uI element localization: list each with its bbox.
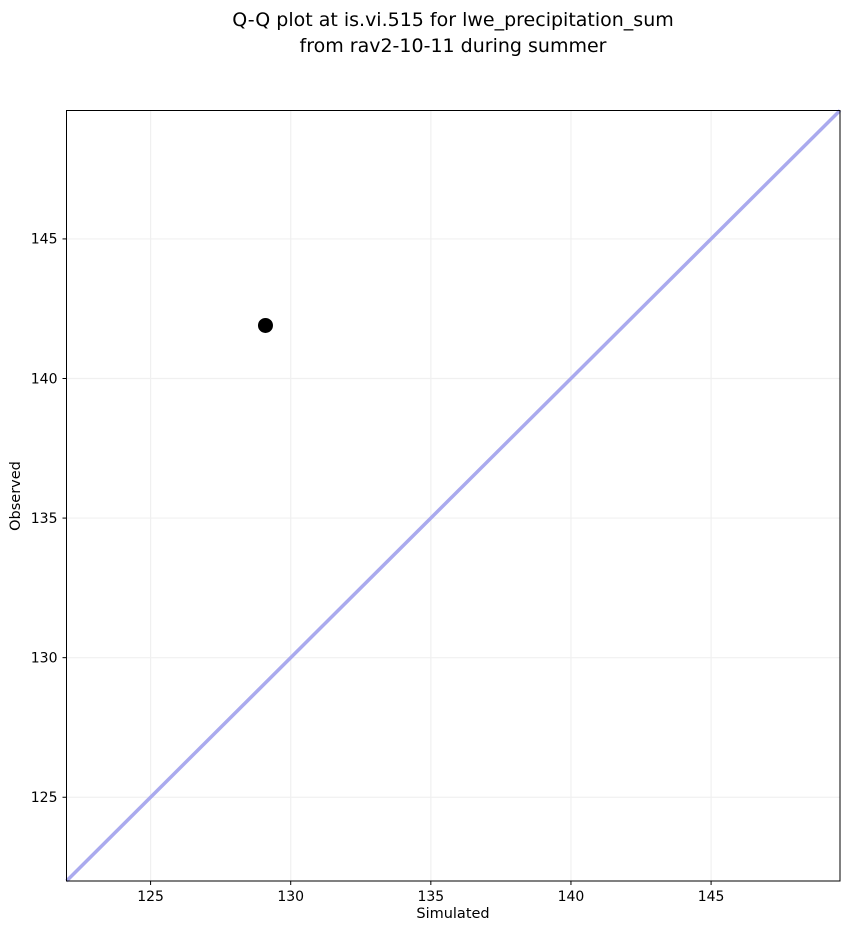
chart-title: Q-Q plot at is.vi.515 for lwe_precipitat… — [103, 7, 803, 59]
plot-frame — [66, 110, 841, 882]
chart-title-line2: from rav2-10-11 during summer — [299, 35, 607, 57]
y-tick-label: 125 — [31, 790, 58, 806]
y-tick-label: 145 — [31, 232, 58, 248]
data-point — [257, 317, 273, 333]
y-axis-label: Observed — [8, 461, 24, 531]
x-tick-label: 145 — [698, 889, 725, 905]
reference-line — [65, 109, 842, 883]
x-axis-label: Simulated — [416, 906, 490, 922]
y-tick-label: 140 — [31, 371, 58, 387]
x-tick-label: 140 — [558, 889, 585, 905]
x-tick-label: 130 — [277, 889, 304, 905]
x-tick-label: 135 — [417, 889, 444, 905]
chart-title-line1: Q-Q plot at is.vi.515 for lwe_precipitat… — [232, 9, 674, 31]
x-tick-label: 125 — [137, 889, 164, 905]
y-tick-label: 130 — [31, 650, 58, 666]
y-tick-label: 135 — [31, 511, 58, 527]
